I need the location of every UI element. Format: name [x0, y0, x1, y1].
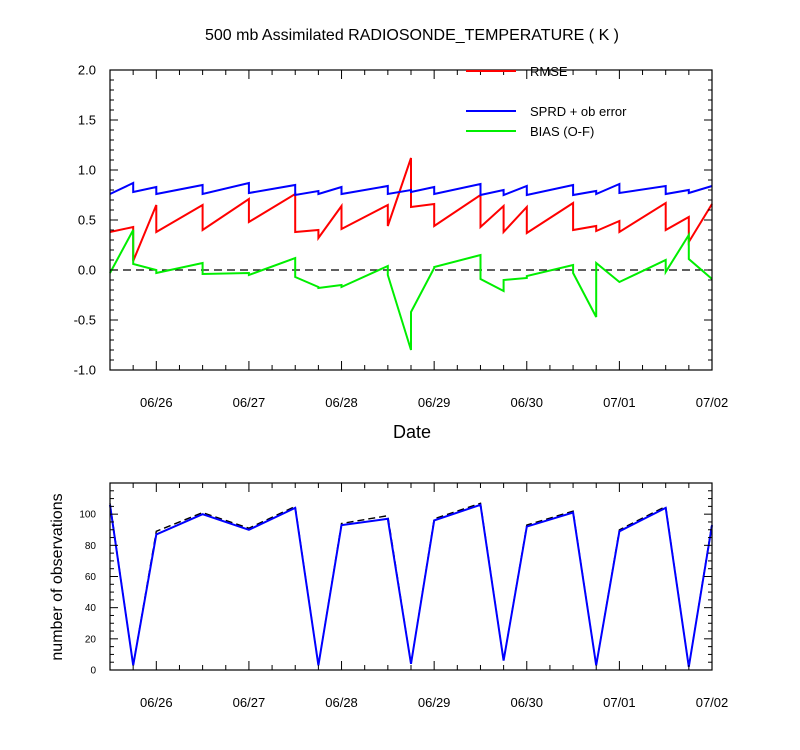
x-tick-label: 07/01 — [603, 695, 636, 710]
x-tick-label: 06/26 — [140, 695, 173, 710]
legend-rmse-label: RMSE — [530, 64, 568, 79]
series-line-bias-o-f — [109, 229, 713, 351]
bottom-plot-frame — [109, 482, 713, 671]
y-tick-label: 1.5 — [78, 113, 96, 128]
y-tick-label: 0 — [90, 666, 96, 677]
x-tick-label: 06/30 — [510, 695, 543, 710]
legend-sprd-label: SPRD + ob error — [530, 104, 627, 119]
x-tick-label: 06/27 — [233, 395, 266, 410]
y-tick-label: 1.0 — [78, 163, 96, 178]
x-tick-label: 07/01 — [603, 395, 636, 410]
y-tick-label: 100 — [79, 510, 96, 521]
y-tick-label: -0.5 — [74, 313, 96, 328]
x-axis-label: Date — [393, 422, 431, 442]
y-axis-label-observations: number of observations — [49, 493, 66, 660]
y-tick-label: 80 — [85, 541, 97, 552]
x-tick-label: 06/26 — [140, 395, 173, 410]
legend-bias-label: BIAS (O-F) — [530, 124, 594, 139]
top-chart: 500 mb Assimilated RADIOSONDE_TEMPERATUR… — [74, 27, 729, 442]
y-tick-label: 40 — [85, 603, 97, 614]
y-tick-label: -1.0 — [74, 363, 96, 378]
series-line-sprd-ob-error — [109, 181, 713, 197]
series-line-assimilated — [109, 503, 713, 668]
series-line-total — [109, 502, 713, 668]
y-tick-label: 60 — [85, 572, 97, 583]
y-tick-label: 0.5 — [78, 213, 96, 228]
series-line-rmse — [109, 157, 713, 262]
bottom-ticks-group: 0 20 40 60 80 100 06/26 06/27 06/28 06/29 06/30 07/… — [79, 482, 729, 710]
x-tick-label: 06/29 — [418, 395, 451, 410]
x-tick-label: 07/02 — [696, 395, 729, 410]
y-tick-label: 0.0 — [78, 263, 96, 278]
x-tick-label: 07/02 — [696, 695, 729, 710]
top-series-group — [109, 157, 713, 351]
top-plot-frame — [109, 69, 713, 371]
bottom-chart: 0 20 40 60 80 100 06/26 06/27 06/28 06/29 06/30 07/… — [49, 482, 729, 710]
x-tick-label: 06/28 — [325, 695, 358, 710]
chart-title: 500 mb Assimilated RADIOSONDE_TEMPERATUR… — [205, 27, 619, 44]
top-ticks-group: -1.0 -0.5 0.0 0.5 1.0 1.5 2.0 06/26 06/27 06/28 06… — [74, 63, 729, 410]
y-tick-label: 2.0 — [78, 63, 96, 78]
bottom-series-group — [109, 502, 713, 668]
x-tick-label: 06/28 — [325, 395, 358, 410]
x-tick-label: 06/29 — [418, 695, 451, 710]
x-tick-label: 06/27 — [233, 695, 266, 710]
legend: RMSE SPRD + ob error BIAS (O-F) — [466, 64, 627, 139]
y-tick-label: 20 — [85, 634, 97, 645]
x-tick-label: 06/30 — [510, 395, 543, 410]
